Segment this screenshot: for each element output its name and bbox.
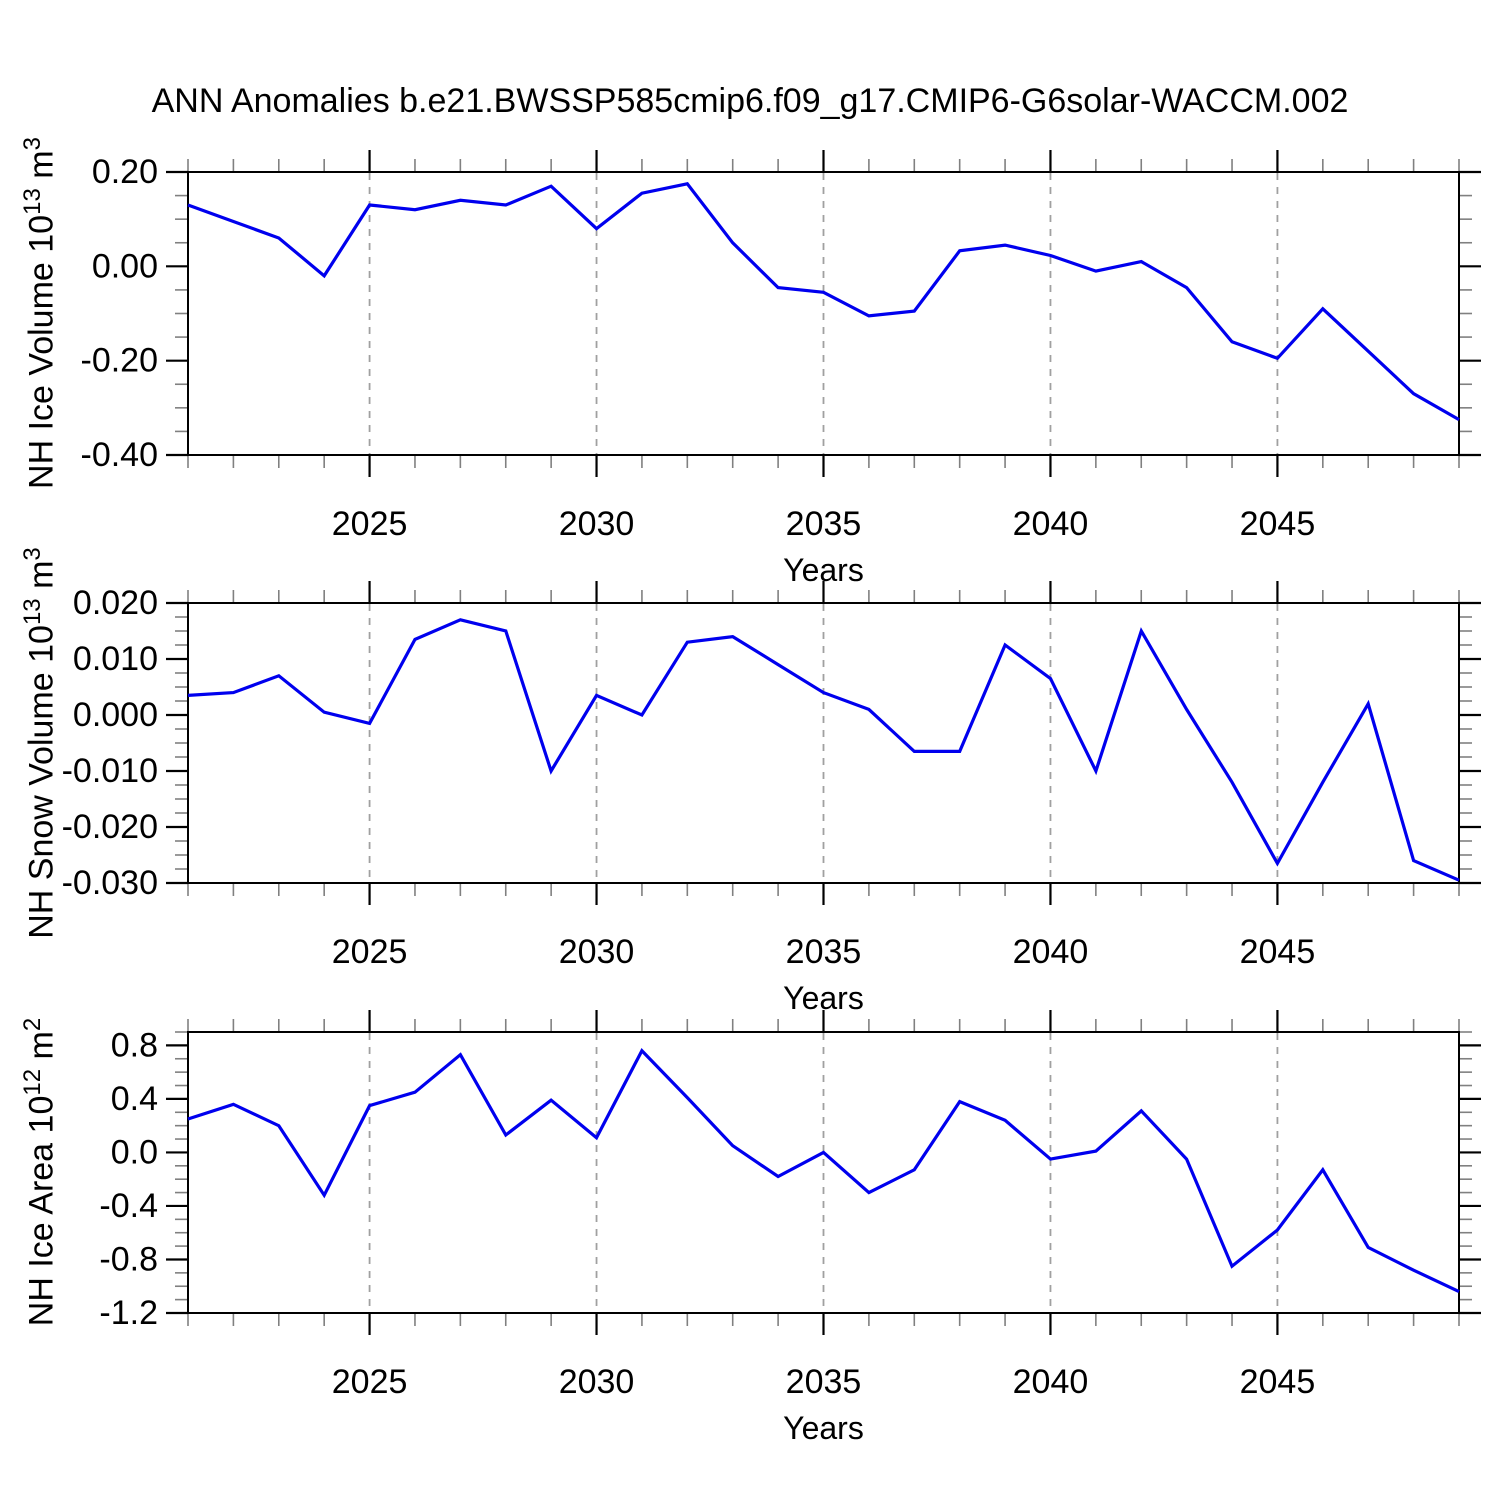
series-line-nh-snow-volume xyxy=(187,618,1460,882)
x-tick-label: 2035 xyxy=(786,505,862,543)
y-axis-title-snow-volume: NH Snow Volume 1013 m3 xyxy=(19,547,62,939)
series-line-nh-ice-volume xyxy=(187,182,1460,421)
x-tick-label: 2025 xyxy=(332,933,408,971)
y-axis-title-ice-area: NH Ice Area 1012 m2 xyxy=(19,1018,62,1327)
x-tick-label: 2030 xyxy=(559,1363,635,1401)
x-tick-label: 2040 xyxy=(1013,1363,1089,1401)
y-tick-label: 0.00 xyxy=(92,247,158,285)
x-axis-title-panel-1: Years xyxy=(783,552,864,588)
x-tick-label: 2025 xyxy=(332,1363,408,1401)
y-axis-title-unit: m xyxy=(22,1031,61,1069)
y-axis-title-unit-exponent: 3 xyxy=(19,547,47,561)
x-tick-label: 2025 xyxy=(332,505,408,543)
y-tick-label: -0.020 xyxy=(62,808,158,846)
y-axis-title-exponent: 13 xyxy=(19,188,47,215)
x-tick-label: 2040 xyxy=(1013,933,1089,971)
chart-title: ANN Anomalies b.e21.BWSSP585cmip6.f09_g1… xyxy=(151,82,1349,120)
y-axis-title-text: NH Snow Volume 10 xyxy=(22,625,61,939)
plot-frame-nh-snow-volume xyxy=(187,602,1460,884)
y-axis-title-unit-exponent: 2 xyxy=(19,1017,47,1032)
y-tick-label: 0.020 xyxy=(73,584,158,622)
y-tick-label: 0.010 xyxy=(73,640,158,678)
y-axis-title-text: NH Ice Area 10 xyxy=(22,1095,61,1327)
y-tick-label: -0.20 xyxy=(81,342,159,380)
x-tick-label: 2030 xyxy=(559,505,635,543)
y-tick-label: -0.030 xyxy=(62,864,158,902)
y-tick-label: 0.20 xyxy=(92,153,158,191)
y-axis-title-unit-exponent: 3 xyxy=(19,137,47,151)
x-tick-label: 2035 xyxy=(786,1363,862,1401)
y-axis-title-exponent: 13 xyxy=(19,598,47,626)
y-tick-label: -0.40 xyxy=(81,436,159,474)
y-tick-label: -0.8 xyxy=(99,1240,158,1278)
y-tick-label: -0.010 xyxy=(62,752,158,790)
y-tick-label: 0.8 xyxy=(111,1026,158,1064)
x-axis-title-panel-2: Years xyxy=(783,980,864,1016)
x-tick-label: 2045 xyxy=(1240,933,1316,971)
plot-frame-nh-ice-area xyxy=(187,1031,1460,1314)
y-tick-label: 0.0 xyxy=(111,1133,158,1171)
x-axis-title-panel-3: Years xyxy=(783,1410,864,1446)
series-line-nh-ice-area xyxy=(187,1047,1460,1294)
y-axis-title-exponent: 12 xyxy=(19,1068,47,1096)
plot-frame-nh-ice-volume xyxy=(187,171,1460,456)
x-tick-label: 2040 xyxy=(1013,505,1089,543)
x-tick-label: 2035 xyxy=(786,933,862,971)
y-tick-label: -1.2 xyxy=(99,1294,158,1332)
y-axis-title-text: NH Ice Volume 10 xyxy=(22,214,61,489)
y-axis-title-unit: m xyxy=(22,150,61,189)
y-axis-title-ice-volume: NH Ice Volume 1013 m3 xyxy=(19,137,62,489)
y-axis-title-unit: m xyxy=(22,560,61,599)
y-tick-label: 0.4 xyxy=(111,1080,158,1118)
x-tick-label: 2045 xyxy=(1240,505,1316,543)
x-tick-label: 2045 xyxy=(1240,1363,1316,1401)
y-tick-label: 0.000 xyxy=(73,696,158,734)
x-tick-label: 2030 xyxy=(559,933,635,971)
y-tick-label: -0.4 xyxy=(99,1187,158,1225)
